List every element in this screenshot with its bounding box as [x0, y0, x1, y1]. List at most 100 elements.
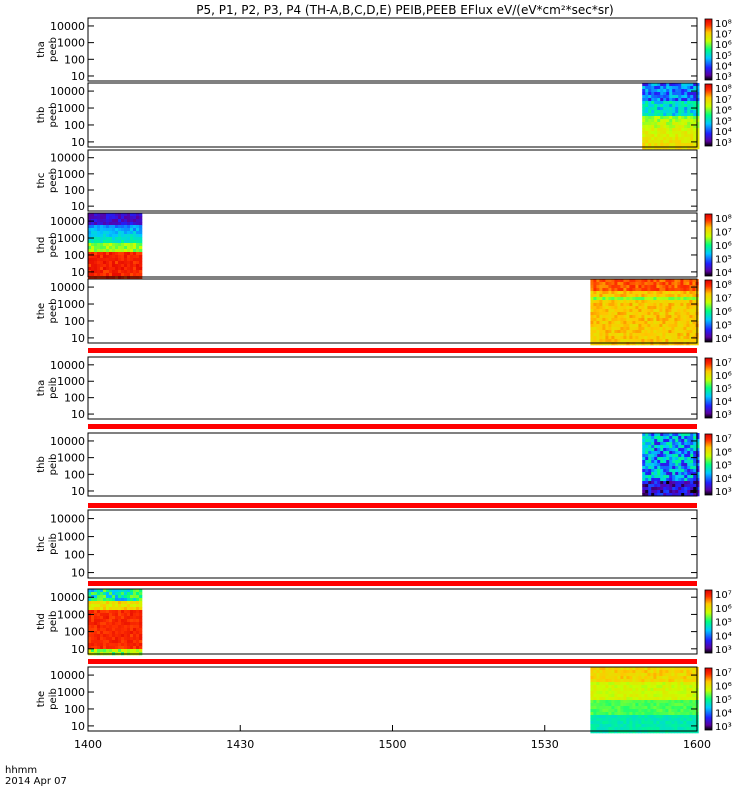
spectrogram-cell — [638, 715, 642, 719]
spectrogram-cell — [668, 667, 672, 671]
spectrogram-cell — [617, 321, 621, 325]
spectrogram-cell — [620, 679, 624, 683]
spectrogram-cell — [690, 460, 694, 464]
spectrogram-cell — [657, 445, 661, 449]
spectrogram-cell — [121, 631, 125, 635]
spectrogram-cell — [677, 697, 681, 701]
spectrogram-cell — [657, 460, 661, 464]
spectrogram-cell — [696, 107, 700, 111]
spectrogram-cell — [678, 98, 682, 102]
spectrogram-cell — [689, 712, 693, 716]
spectrogram-cell — [644, 288, 648, 292]
spectrogram-cell — [626, 679, 630, 683]
spectrogram-cell — [130, 249, 134, 253]
spectrogram-cell — [118, 607, 122, 611]
spectrogram-cell — [683, 279, 687, 283]
spectrogram-cell — [660, 478, 664, 482]
spectrogram-cell — [112, 243, 116, 247]
spectrogram-cell — [133, 258, 137, 262]
spectrogram-cell — [666, 131, 670, 135]
spectrogram-cell — [109, 637, 113, 641]
y-tick-label: 10000 — [50, 281, 85, 294]
spectrogram-cell — [692, 321, 696, 325]
spectrogram-cell — [626, 676, 630, 680]
spectrogram-cell — [91, 222, 95, 226]
spectrogram-cell — [130, 252, 134, 256]
spectrogram-cell — [103, 276, 107, 280]
spectrogram-cell — [650, 288, 654, 292]
spectrogram-cell — [654, 95, 658, 99]
spectrogram-cell — [635, 688, 639, 692]
spectrogram-cell — [118, 252, 122, 256]
spectrogram-cell — [656, 724, 660, 728]
spectrogram-cell — [112, 246, 116, 250]
spectrogram-cell — [635, 709, 639, 713]
spectrogram-cell — [656, 336, 660, 340]
spectrogram-cell — [602, 676, 606, 680]
spectrogram-cell — [662, 694, 666, 698]
spectrogram-cell — [674, 339, 678, 343]
spectrogram-cell — [590, 724, 594, 728]
spectrogram-cell — [127, 595, 131, 599]
spectrogram-cell — [662, 315, 666, 319]
spectrogram-cell — [663, 107, 667, 111]
spectrogram-cell — [608, 682, 612, 686]
spectrogram-cell — [668, 336, 672, 340]
spectrogram-cell — [626, 709, 630, 713]
spectrogram-cell — [620, 306, 624, 310]
spectrogram-cell — [596, 318, 600, 322]
spectrogram-cell — [121, 252, 125, 256]
spectrogram-cell — [605, 691, 609, 695]
spectrogram-cell — [689, 679, 693, 683]
spectrogram-cell — [88, 228, 92, 232]
spectrogram-cell — [614, 691, 618, 695]
spectrogram-cell — [642, 490, 646, 494]
spectrogram-cell — [109, 252, 113, 256]
spectrogram-cell — [690, 83, 694, 87]
spectrogram-cell — [653, 706, 657, 710]
spectrogram-cell — [629, 330, 633, 334]
spectrogram-cell — [681, 445, 685, 449]
spectrogram-cell — [608, 703, 612, 707]
spectrogram-cell — [663, 140, 667, 144]
spectrogram-cell — [654, 433, 658, 437]
spectrogram-cell — [133, 646, 137, 650]
spectrogram-cell — [632, 688, 636, 692]
spectrogram-cell — [623, 703, 627, 707]
spectrogram-cell — [608, 694, 612, 698]
spectrogram-cell — [690, 436, 694, 440]
spectrogram-cell — [681, 107, 685, 111]
spectrogram-cell — [599, 285, 603, 289]
spectrogram-cell — [118, 592, 122, 596]
spectrogram-cell — [635, 715, 639, 719]
spectrogram-cell — [675, 457, 679, 461]
spectrogram-cell — [626, 697, 630, 701]
spectrogram-cell — [659, 682, 663, 686]
spectrogram-cell — [602, 279, 606, 283]
spectrogram-cell — [648, 436, 652, 440]
spectrogram-cell — [617, 712, 621, 716]
spectrogram-cell — [124, 634, 128, 638]
spectrogram-cell — [614, 670, 618, 674]
spectrogram-cell — [686, 288, 690, 292]
spectrogram-cell — [687, 146, 691, 150]
spectrogram-cell — [660, 475, 664, 479]
spectrogram-cell — [657, 463, 661, 467]
spectrogram-cell — [614, 336, 618, 340]
spectrogram-cell — [124, 622, 128, 626]
spectrogram-cell — [692, 315, 696, 319]
spectrogram-cell — [687, 454, 691, 458]
spectrogram-cell — [677, 709, 681, 713]
spectrogram-cell — [106, 258, 110, 262]
spectrogram-cell — [112, 270, 116, 274]
spectrogram-cell — [684, 140, 688, 144]
spectrogram-block — [590, 279, 699, 346]
spectrogram-cell — [642, 454, 646, 458]
spectrogram-cell — [675, 83, 679, 87]
spectrogram-cell — [684, 119, 688, 123]
spectrogram-cell — [656, 679, 660, 683]
spectrogram-cell — [668, 676, 672, 680]
spectrogram-cell — [663, 131, 667, 135]
spectrogram-cell — [651, 101, 655, 105]
spectrogram-cell — [596, 673, 600, 677]
